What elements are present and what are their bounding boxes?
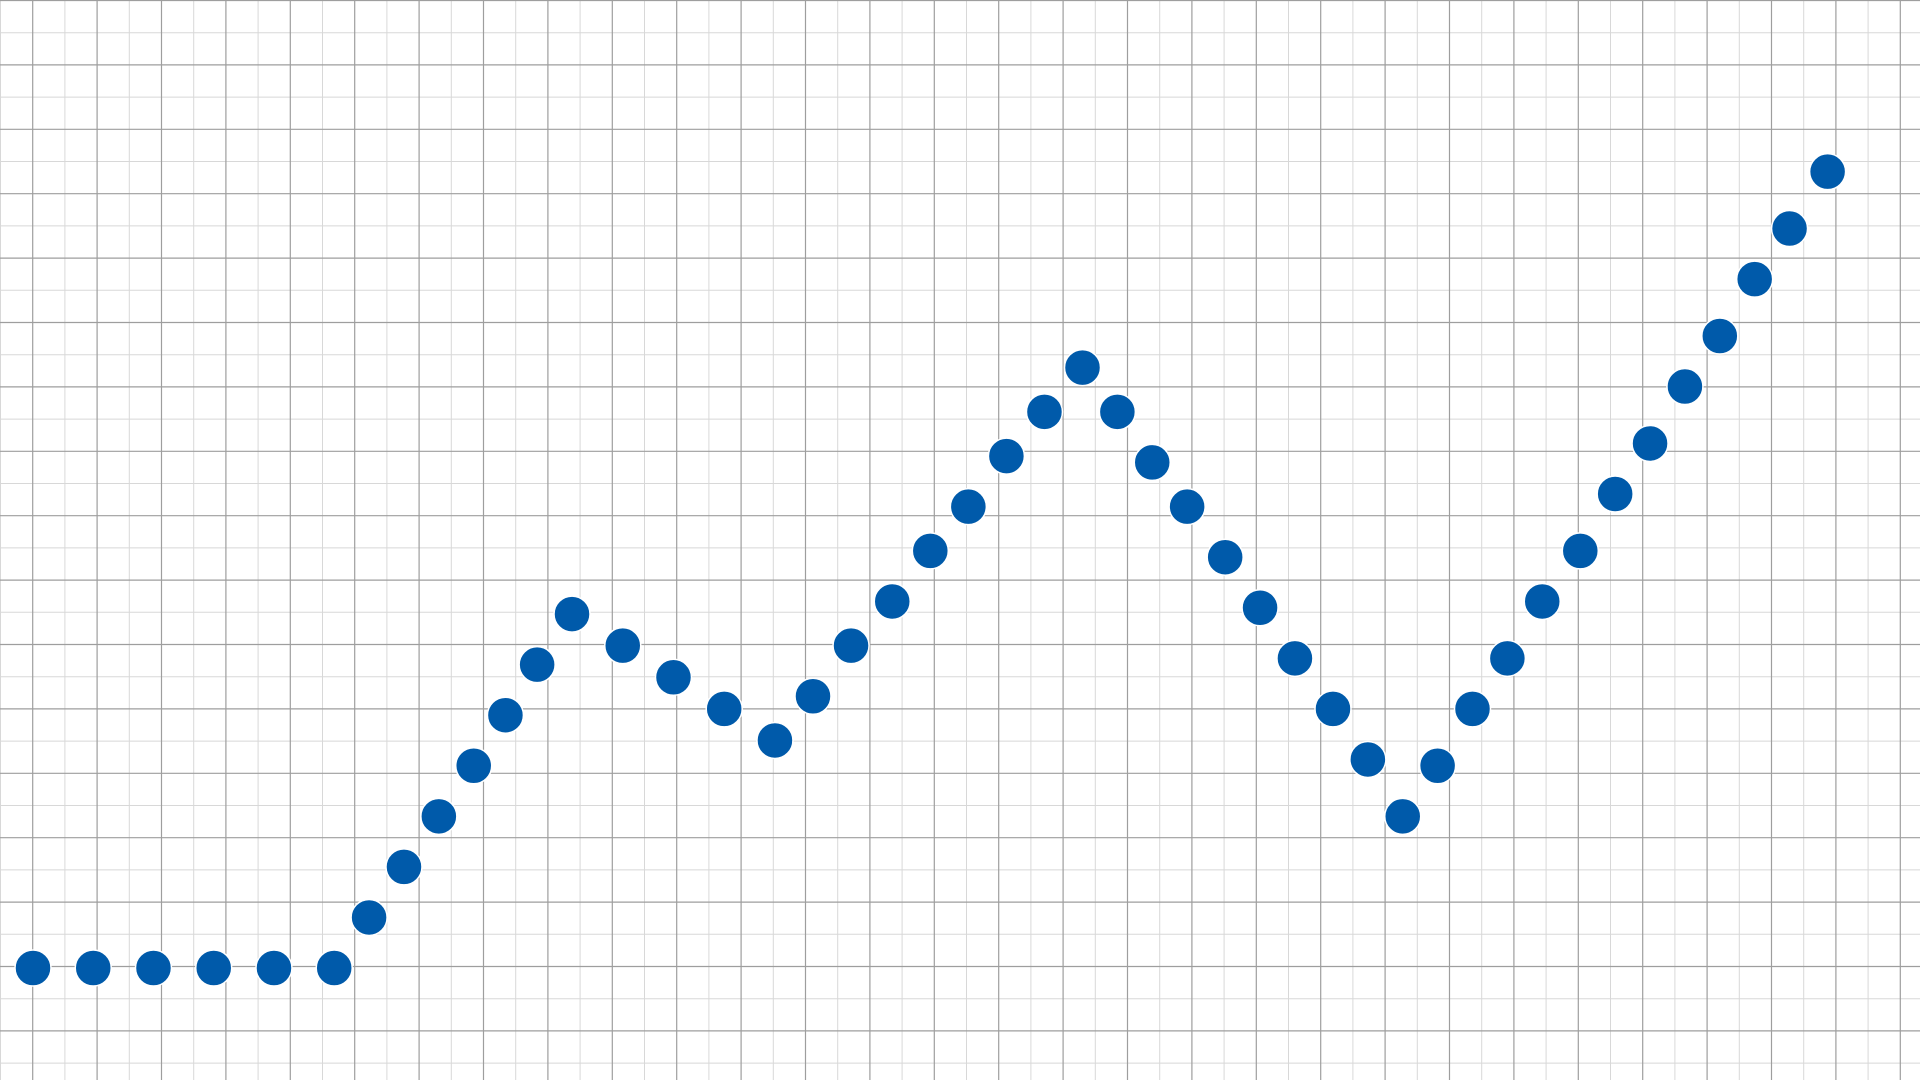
data-point xyxy=(1349,740,1387,779)
data-point xyxy=(1453,690,1492,728)
data-point xyxy=(911,532,950,570)
data-point xyxy=(1314,690,1352,728)
data-point xyxy=(1098,393,1137,431)
data-point xyxy=(794,677,832,715)
data-point xyxy=(315,949,353,987)
data-point xyxy=(1523,582,1561,621)
data-point xyxy=(949,487,988,526)
data-point xyxy=(1701,317,1739,355)
data-point xyxy=(1666,367,1704,406)
data-point xyxy=(486,696,525,734)
data-point xyxy=(1206,538,1244,576)
data-point xyxy=(518,645,556,684)
data-point xyxy=(194,949,233,987)
data-point xyxy=(1735,260,1774,298)
data-point xyxy=(1596,475,1634,513)
data-point xyxy=(603,626,642,665)
data-point xyxy=(1418,747,1457,785)
data-point xyxy=(350,898,388,937)
data-point xyxy=(14,949,52,987)
data-point xyxy=(1276,639,1314,678)
data-point xyxy=(756,721,794,760)
data-point xyxy=(1488,639,1527,678)
data-point xyxy=(1561,532,1600,570)
data-point xyxy=(1383,797,1422,836)
data-point xyxy=(134,949,173,987)
data-point xyxy=(873,582,912,621)
data-point xyxy=(705,690,743,728)
data-point xyxy=(1025,393,1064,431)
data-point xyxy=(385,848,423,886)
data-points xyxy=(14,152,1847,987)
data-point xyxy=(553,595,591,633)
data-point xyxy=(1063,348,1102,387)
data-point xyxy=(1168,487,1206,526)
data-point xyxy=(74,949,112,987)
data-point xyxy=(420,797,458,836)
data-point xyxy=(832,626,870,665)
data-point xyxy=(654,658,693,697)
data-point xyxy=(255,949,293,987)
data-point xyxy=(1133,443,1172,482)
data-point xyxy=(987,437,1026,475)
data-point xyxy=(1241,589,1279,627)
data-point xyxy=(454,747,493,785)
data-point xyxy=(1770,209,1809,248)
data-point xyxy=(1808,152,1847,191)
data-point xyxy=(1631,424,1669,463)
